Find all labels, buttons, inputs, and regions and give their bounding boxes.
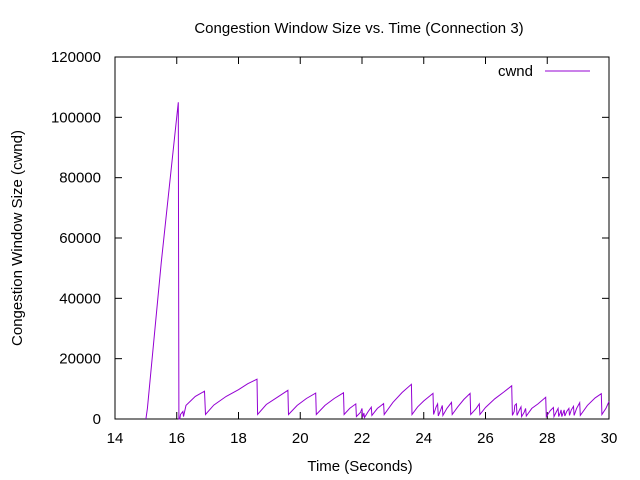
y-tick-label: 100000: [51, 109, 101, 126]
series-line-cwnd: [145, 102, 610, 420]
series-layer: [145, 102, 610, 420]
y-tick-label: 40000: [59, 290, 101, 307]
y-tick-label: 120000: [51, 49, 101, 66]
x-axis-label: Time (Seconds): [307, 458, 412, 475]
plot-frame: [114, 56, 610, 420]
x-tick-label: 18: [230, 430, 247, 447]
x-tick-label: 24: [415, 430, 432, 447]
y-axis: 0 20000 40000 60000 80000 100000 120000: [51, 49, 609, 428]
x-tick-label: 22: [354, 430, 371, 447]
chart-title: Congestion Window Size vs. Time (Connect…: [194, 20, 523, 37]
x-tick-label: 20: [292, 430, 309, 447]
y-tick-label: 80000: [59, 170, 101, 187]
y-tick-label: 60000: [59, 230, 101, 247]
x-tick-label: 14: [107, 430, 124, 447]
y-axis-label: Congestion Window Size (cwnd): [9, 130, 26, 346]
x-tick-label: 16: [168, 430, 185, 447]
legend-label-cwnd: cwnd: [498, 63, 533, 80]
x-tick-label: 28: [539, 430, 556, 447]
x-axis: 14 16 18 20 22 24 26 28 30: [107, 57, 618, 447]
y-tick-label: 0: [93, 411, 101, 428]
x-tick-label: 26: [477, 430, 494, 447]
y-tick-label: 20000: [59, 351, 101, 368]
x-tick-label: 30: [601, 430, 618, 447]
legend: cwnd: [498, 63, 590, 80]
